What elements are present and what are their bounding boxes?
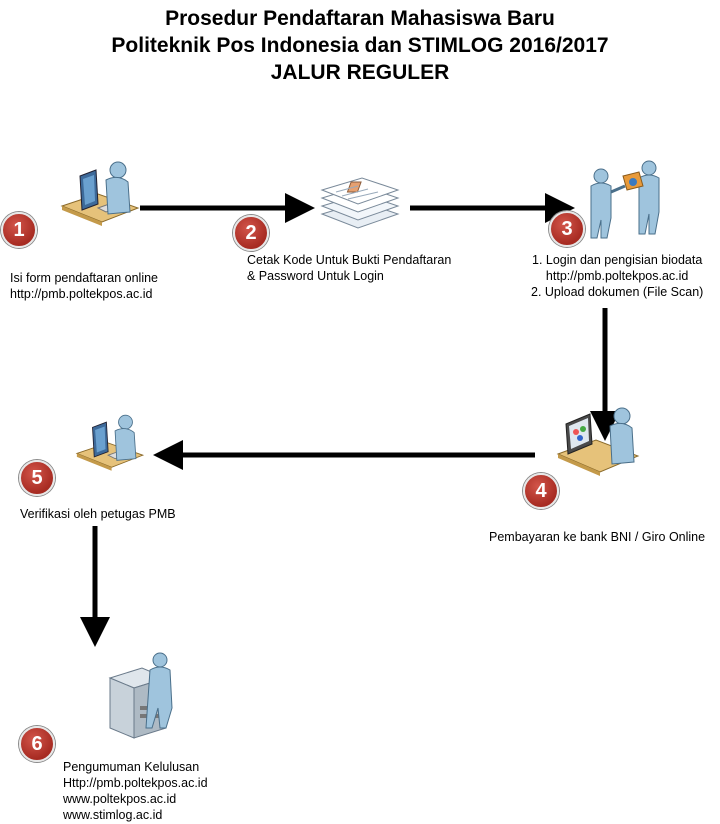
step-label-2: Cetak Kode Untuk Bukti Pendaftaran & Pas…: [247, 253, 452, 283]
step-badge-4: 4: [523, 473, 559, 509]
documents-stack-icon: [320, 177, 400, 229]
diagram-title-line-3: JALUR REGULER: [270, 61, 450, 84]
step-badge-5: 5: [19, 460, 55, 496]
step-label-1: Isi form pendaftaran online http://pmb.p…: [10, 271, 159, 301]
desk-monitor-user-icon: [556, 407, 640, 476]
diagram-title-line-1: Prosedur Pendaftaran Mahasiswa Baru: [165, 7, 555, 30]
step-label-4: Pembayaran ke bank BNI / Giro Online: [489, 530, 706, 544]
step-label-3: 1. Login dan pengisian biodata http://pm…: [531, 253, 704, 299]
people-exchange-icon: [590, 160, 660, 239]
desk-computer-user-icon: [75, 414, 145, 471]
diagram-title-line-2: Politeknik Pos Indonesia dan STIMLOG 201…: [111, 34, 609, 57]
step-label-6: Pengumuman Kelulusan Http://pmb.poltekpo…: [63, 760, 208, 822]
step-badge-3: 3: [549, 211, 585, 247]
step-badge-6: 6: [19, 726, 55, 762]
printer-user-icon: [108, 652, 173, 739]
step-badge-2: 2: [233, 215, 269, 251]
desk-computer-user-icon: [60, 161, 140, 226]
step-label-5: Verifikasi oleh petugas PMB: [20, 507, 176, 521]
step-badge-1: 1: [1, 212, 37, 248]
